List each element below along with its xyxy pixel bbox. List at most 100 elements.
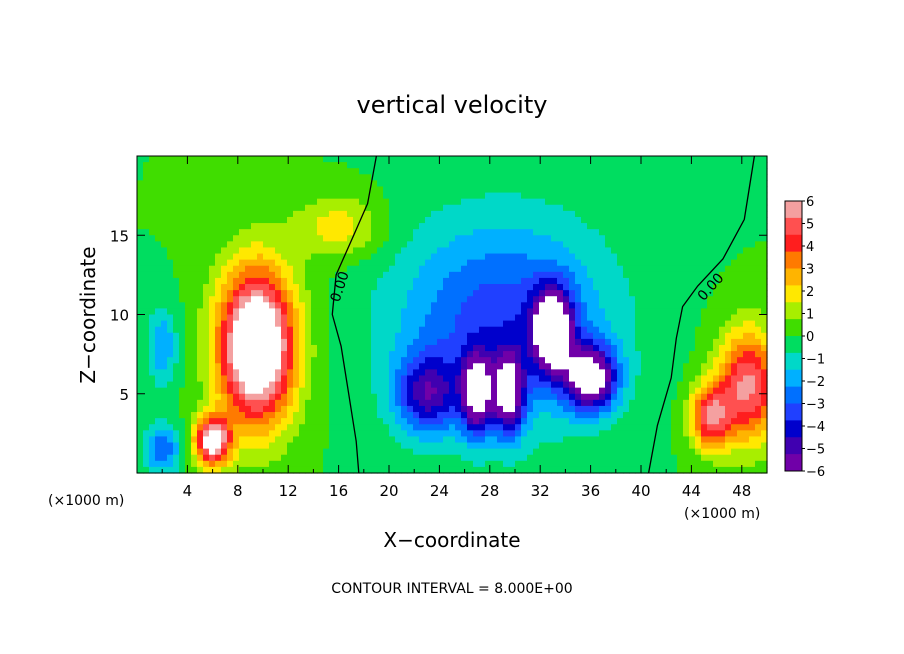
heatmap-cell [563,186,570,194]
heatmap-cell [593,363,600,370]
heatmap-cell [443,430,450,438]
heatmap-cell [599,442,606,450]
heatmap-cell [335,412,342,419]
heatmap-cell [617,259,624,267]
heatmap-cell [557,375,564,383]
heatmap-cell [161,241,168,249]
heatmap-cell [149,320,156,328]
heatmap-cell [215,405,222,413]
heatmap-cell [491,156,498,163]
heatmap-cell [269,308,276,316]
heatmap-cell [311,442,318,450]
heatmap-cell [275,277,282,285]
heatmap-cell [617,442,624,450]
heatmap-cell [509,405,516,413]
heatmap-cell [611,210,618,218]
heatmap-cell [503,265,510,273]
heatmap-cell [665,448,672,456]
heatmap-cell [275,424,282,431]
heatmap-cell [443,180,450,188]
heatmap-cell [245,302,252,310]
heatmap-cell [617,369,624,377]
heatmap-cell [527,338,534,346]
heatmap-cell [581,156,588,163]
heatmap-cell [587,174,594,181]
heatmap-cell [527,284,534,291]
heatmap-cell [647,436,654,444]
heatmap-cell [149,271,156,279]
heatmap-cell [317,436,324,444]
heatmap-cell [587,399,594,407]
heatmap-cell [167,241,174,249]
heatmap-cell [275,247,282,255]
heatmap-cell [341,296,348,303]
heatmap-cell [545,210,552,218]
heatmap-cell [617,253,624,261]
heatmap-cell [263,326,270,334]
heatmap-cell [569,436,576,444]
heatmap-cell [437,424,444,431]
heatmap-cell [323,223,330,230]
heatmap-cell [389,314,396,322]
heatmap-cell [629,290,636,297]
heatmap-cell [521,223,528,230]
heatmap-cell [485,277,492,285]
heatmap-cell [581,265,588,273]
heatmap-cell [485,314,492,322]
heatmap-cell [689,162,696,169]
heatmap-cell [551,277,558,285]
heatmap-cell [191,448,198,456]
heatmap-cell [641,405,648,413]
heatmap-cell [635,387,642,395]
heatmap-cell [695,326,702,334]
heatmap-cell [281,430,288,438]
heatmap-cell [299,320,306,328]
heatmap-cell [221,290,228,297]
heatmap-cell [653,412,660,419]
heatmap-cell [455,381,462,389]
heatmap-cell [185,338,192,346]
heatmap-cell [149,430,156,438]
heatmap-cell [191,363,198,370]
heatmap-cell [545,168,552,175]
heatmap-cell [611,369,618,377]
heatmap-cell [329,326,336,334]
heatmap-cell [407,399,414,407]
heatmap-cell [413,229,420,236]
heatmap-cell [479,204,486,212]
heatmap-cell [659,460,666,468]
heatmap-cell [503,466,510,474]
heatmap-cell [467,460,474,468]
heatmap-cell [149,381,156,389]
heatmap-cell [365,430,372,438]
heatmap-cell [245,387,252,395]
heatmap-cell [545,290,552,297]
heatmap-cell [533,448,540,456]
heatmap-cell [359,223,366,230]
heatmap-cell [191,399,198,407]
heatmap-cell [413,180,420,188]
heatmap-cell [269,436,276,444]
heatmap-cell [299,460,306,468]
heatmap-cell [185,156,192,163]
heatmap-cell [605,296,612,303]
heatmap-cell [305,405,312,413]
heatmap-cell [545,351,552,358]
heatmap-cell [227,351,234,358]
heatmap-cell [389,198,396,206]
heatmap-cell [245,320,252,328]
heatmap-cell [245,277,252,285]
heatmap-cell [167,204,174,212]
heatmap-cell [413,332,420,340]
heatmap-cell [551,265,558,273]
heatmap-cell [347,296,354,303]
heatmap-cell [455,229,462,236]
heatmap-cell [437,180,444,188]
heatmap-cell [167,436,174,444]
heatmap-cell [149,241,156,249]
heatmap-cell [353,271,360,279]
heatmap-cell [395,351,402,358]
heatmap-cell [419,436,426,444]
heatmap-cell [707,460,714,468]
heatmap-cell [479,466,486,474]
